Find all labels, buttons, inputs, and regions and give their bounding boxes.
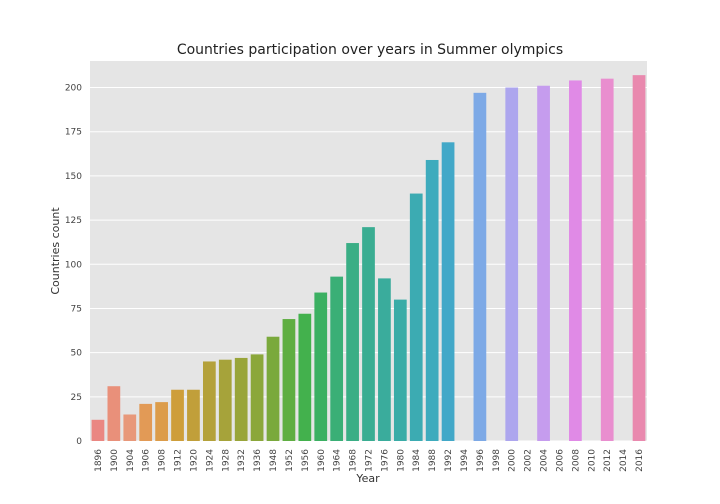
x-tick-label: 1920: [189, 449, 199, 472]
x-tick-label: 1956: [301, 449, 311, 472]
bar-1984: [409, 193, 423, 441]
bar-1932: [234, 357, 248, 441]
x-tick-label: 1928: [221, 449, 231, 472]
x-tick-label: 2014: [619, 449, 629, 472]
x-tick-label: 1932: [237, 449, 247, 472]
bar-1996: [473, 92, 487, 441]
y-tick-label: 75: [71, 304, 82, 314]
x-tick-label: 1984: [412, 449, 422, 472]
x-tick-label: 1976: [380, 449, 390, 472]
y-tick-label: 125: [65, 216, 82, 226]
bar-1960: [314, 292, 328, 441]
x-tick-label: 2012: [603, 449, 613, 472]
x-tick-label: 1972: [365, 449, 375, 472]
bar-1900: [107, 386, 121, 441]
x-tick-label: 1996: [476, 449, 486, 472]
bar-2000: [505, 87, 519, 441]
bar-1976: [378, 278, 391, 441]
bar-1948: [266, 336, 280, 441]
x-axis-label: Year: [355, 472, 380, 485]
bar-1904: [123, 414, 137, 441]
x-tick-label: 1952: [285, 449, 295, 472]
x-tick-label: 1992: [444, 449, 454, 472]
bar-1956: [298, 313, 312, 441]
y-tick-label: 0: [76, 437, 82, 447]
x-tick-label: 2002: [524, 449, 534, 472]
x-axis-ticks: 1896 1900 1904 1906 1908 1912 1920 1924 1928 1932…: [94, 449, 645, 472]
x-tick-label: 2004: [540, 449, 550, 472]
bar-2016: [632, 75, 646, 442]
x-tick-label: 1900: [110, 449, 120, 472]
y-axis-label: Countries count: [49, 207, 62, 295]
bar-1972: [362, 227, 375, 441]
y-tick-label: 175: [65, 128, 82, 138]
x-tick-label: 1924: [205, 449, 215, 472]
x-tick-label: 1906: [142, 449, 152, 472]
y-tick-label: 150: [65, 172, 82, 182]
bars: [91, 75, 646, 442]
x-tick-label: 2006: [555, 449, 565, 472]
bar-1964: [330, 276, 344, 441]
bar-1988: [425, 159, 439, 441]
x-tick-label: 1980: [396, 449, 406, 472]
x-tick-label: 1998: [492, 449, 502, 472]
x-tick-label: 2008: [571, 449, 581, 472]
x-tick-label: 1896: [94, 449, 104, 472]
bar-2012: [600, 78, 614, 442]
chart-title: Countries participation over years in Su…: [177, 42, 563, 58]
y-tick-label: 25: [71, 393, 82, 403]
bar-1920: [187, 389, 200, 441]
y-tick-label: 200: [65, 84, 82, 94]
bar-1906: [139, 403, 153, 441]
y-tick-label: 100: [65, 260, 82, 270]
bar-1952: [282, 319, 296, 441]
bar-1924: [202, 361, 216, 441]
x-tick-label: 2000: [508, 449, 518, 472]
bar-1936: [250, 354, 264, 441]
y-axis-ticks: 0 25 50 75 100 125 150 175 200: [65, 84, 82, 447]
x-tick-label: 1994: [460, 449, 470, 472]
bar-1928: [218, 359, 232, 441]
x-tick-label: 1948: [269, 449, 279, 472]
x-tick-label: 1968: [349, 449, 359, 472]
x-tick-label: 2010: [587, 449, 597, 472]
bar-1896: [91, 419, 105, 441]
x-tick-label: 2016: [635, 449, 645, 472]
bar-1992: [441, 142, 455, 442]
bar-1912: [171, 389, 184, 441]
bar-1980: [393, 299, 407, 441]
bar-1968: [346, 243, 359, 441]
bar-2008: [569, 80, 582, 441]
y-tick-label: 50: [71, 349, 83, 359]
x-tick-label: 1964: [333, 449, 343, 472]
x-tick-label: 1936: [253, 449, 263, 472]
x-tick-label: 1912: [174, 449, 184, 472]
bar-2004: [537, 85, 550, 441]
x-tick-label: 1960: [317, 449, 327, 472]
x-tick-label: 1908: [158, 449, 168, 472]
x-tick-label: 1904: [126, 449, 136, 472]
x-tick-label: 1988: [428, 449, 438, 472]
bar-1908: [155, 402, 168, 441]
